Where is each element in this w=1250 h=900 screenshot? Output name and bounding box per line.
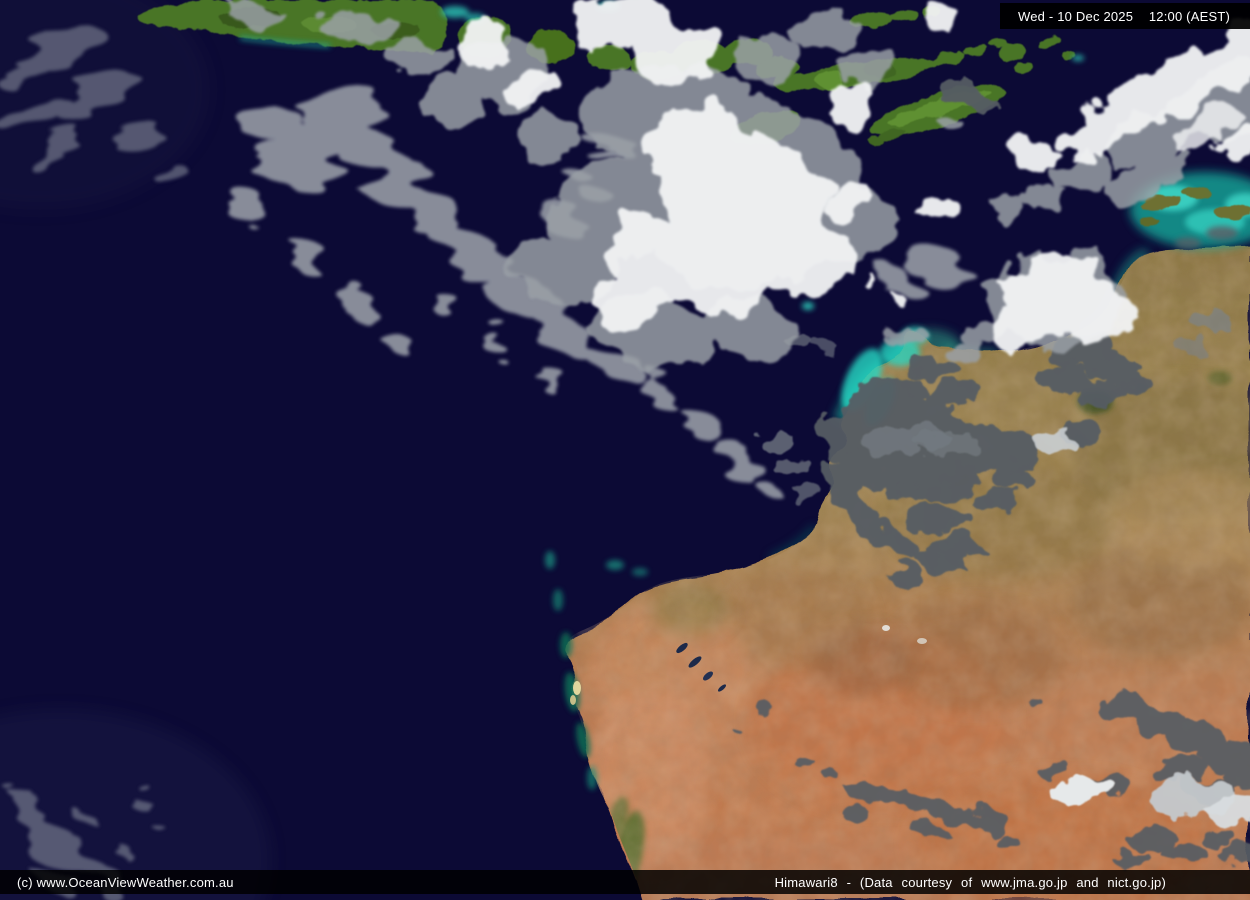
- credit-bar: (c) www.OceanViewWeather.com.au Himawari…: [0, 870, 1250, 894]
- date-label: Wed - 10 Dec 2025: [1018, 8, 1134, 24]
- cloud-layer-streaks: [0, 29, 964, 900]
- cloud-cluster-southeast: [735, 695, 1250, 871]
- attribution-label: Himawari8 - (Data courtesy of www.jma.go…: [774, 874, 1166, 890]
- kimberley-reef-band: [1130, 172, 1250, 249]
- copyright-label: (c) www.OceanViewWeather.com.au: [17, 874, 234, 890]
- cloud-layer-land: [735, 80, 1250, 871]
- time-label: 12:00 (AEST): [1148, 8, 1230, 24]
- lombok-island: [527, 30, 575, 64]
- east-islands: [1000, 36, 1076, 72]
- cloud-layer-white: [455, 0, 1250, 348]
- salt-lakes: [676, 625, 927, 692]
- island-reef-fringes: [239, 1, 1084, 61]
- timestamp-bar: Wed - 10 Dec 2025 12:00 (AEST): [1000, 3, 1250, 29]
- corner-wisps: [0, 29, 188, 900]
